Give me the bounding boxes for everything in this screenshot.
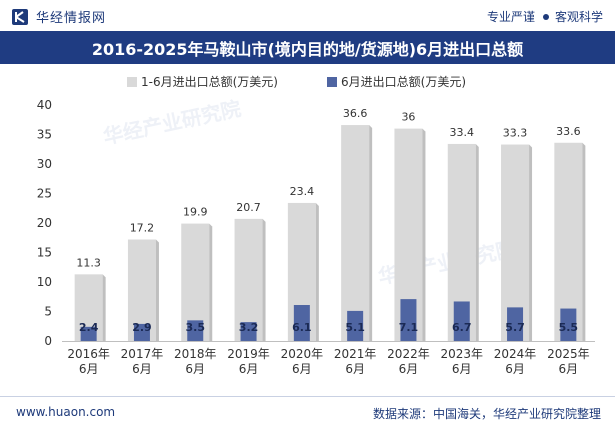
data-label-june: 6.1 [292, 321, 312, 334]
bar-total [234, 218, 263, 341]
bar-total-side [155, 239, 159, 341]
x-tick-label-year: 2020年 [281, 347, 324, 361]
data-label-total: 33.6 [556, 125, 581, 138]
bar-total-side [209, 223, 213, 341]
bar-june [507, 307, 524, 341]
bar-june [560, 308, 577, 341]
data-label-total: 36 [401, 111, 415, 124]
data-label-june: 5.1 [345, 321, 365, 334]
bar-total-side [369, 125, 373, 341]
data-label-june: 6.7 [452, 321, 472, 334]
y-tick-label: 5 [44, 305, 52, 319]
bar-total [341, 125, 370, 341]
legend-swatch-june [327, 77, 337, 87]
data-label-total: 11.3 [76, 256, 101, 269]
data-label-total: 20.7 [236, 201, 261, 214]
tagline-left: 专业严谨 [486, 10, 535, 24]
bar-june [240, 322, 257, 341]
huajing-logo-icon [12, 8, 28, 25]
data-label-total: 19.9 [183, 206, 208, 219]
bar-total-side [102, 274, 106, 341]
data-label-june: 7.1 [399, 321, 419, 334]
x-tick-label-year: 2019年 [227, 347, 270, 361]
data-label-total: 23.4 [290, 185, 315, 198]
data-label-june: 2.9 [132, 321, 152, 334]
bar-june [347, 310, 364, 341]
x-tick-label-year: 2017年 [121, 347, 164, 361]
legend-label-total: 1-6月进出口总额(万美元) [141, 75, 278, 89]
x-tick-label-month: 6月 [452, 362, 472, 376]
x-tick-label-month: 6月 [185, 362, 205, 376]
footer-source: 数据来源：中国海关，华经产业研究院整理 [372, 407, 601, 421]
y-tick-label: 15 [37, 246, 52, 260]
separator-dot-icon [542, 13, 549, 20]
bar-total-side [475, 143, 479, 341]
y-tick-label: 20 [37, 216, 52, 230]
x-tick-label-month: 6月 [559, 362, 579, 376]
x-tick-label-year: 2016年 [67, 347, 110, 361]
bar-june [453, 301, 470, 341]
x-tick-label-year: 2021年 [334, 347, 377, 361]
y-tick-label: 10 [37, 275, 52, 289]
x-tick-label-month: 6月 [505, 362, 525, 376]
bar-total-side [422, 128, 426, 341]
tagline-right: 客观科学 [554, 10, 603, 24]
y-tick-label: 35 [37, 128, 52, 142]
footer: www.huaon.com 数据来源：中国海关，华经产业研究院整理 [0, 396, 615, 427]
x-tick-label-year: 2025年 [547, 347, 590, 361]
bar-june [133, 323, 150, 341]
y-tick-label: 40 [37, 98, 52, 112]
brand: 华经情报网 [12, 7, 106, 26]
data-label-june: 2.4 [79, 321, 99, 334]
y-tick-label: 0 [44, 334, 52, 348]
x-tick-label-year: 2024年 [494, 347, 537, 361]
tagline: 专业严谨 客观科学 [487, 8, 603, 25]
bar-total-side [582, 142, 586, 341]
y-tick-label: 30 [37, 157, 52, 171]
top-bar: 华经情报网 专业严谨 客观科学 [0, 0, 615, 30]
data-label-june: 5.5 [559, 321, 579, 334]
bar-total-side [529, 144, 533, 341]
chart-title: 2016-2025年马鞍山市(境内目的地/货源地)6月进出口总额 [0, 31, 615, 64]
bar-total [554, 142, 583, 341]
data-label-june: 3.2 [239, 321, 259, 334]
bar-total-side [262, 218, 266, 341]
footer-website[interactable]: www.huaon.com [16, 405, 116, 419]
x-tick-label-month: 6月 [132, 362, 152, 376]
data-label-total: 33.3 [503, 127, 528, 140]
data-label-june: 3.5 [186, 321, 206, 334]
bar-june [400, 299, 417, 341]
data-label-total: 17.2 [130, 222, 155, 235]
brand-name: 华经情报网 [36, 11, 107, 26]
bar-june [80, 326, 97, 341]
legend-swatch-total [127, 77, 137, 87]
y-tick-label: 25 [37, 187, 52, 201]
watermark: 华经产业研究院 [101, 96, 243, 149]
x-tick-label-year: 2018年 [174, 347, 217, 361]
x-tick-label-month: 6月 [292, 362, 312, 376]
x-tick-label-month: 6月 [79, 362, 99, 376]
x-tick-label-year: 2022年 [387, 347, 430, 361]
legend-label-june: 6月进出口总额(万美元) [341, 75, 466, 89]
data-label-total: 36.6 [343, 107, 368, 120]
x-tick-label-month: 6月 [345, 362, 365, 376]
x-tick-label-year: 2023年 [440, 347, 483, 361]
x-tick-label-month: 6月 [399, 362, 419, 376]
data-label-june: 5.7 [505, 321, 525, 334]
bar-june [293, 305, 310, 341]
bar-total-side [315, 202, 319, 341]
bar-june [187, 320, 204, 341]
data-label-total: 33.4 [450, 126, 475, 139]
x-tick-label-month: 6月 [239, 362, 259, 376]
